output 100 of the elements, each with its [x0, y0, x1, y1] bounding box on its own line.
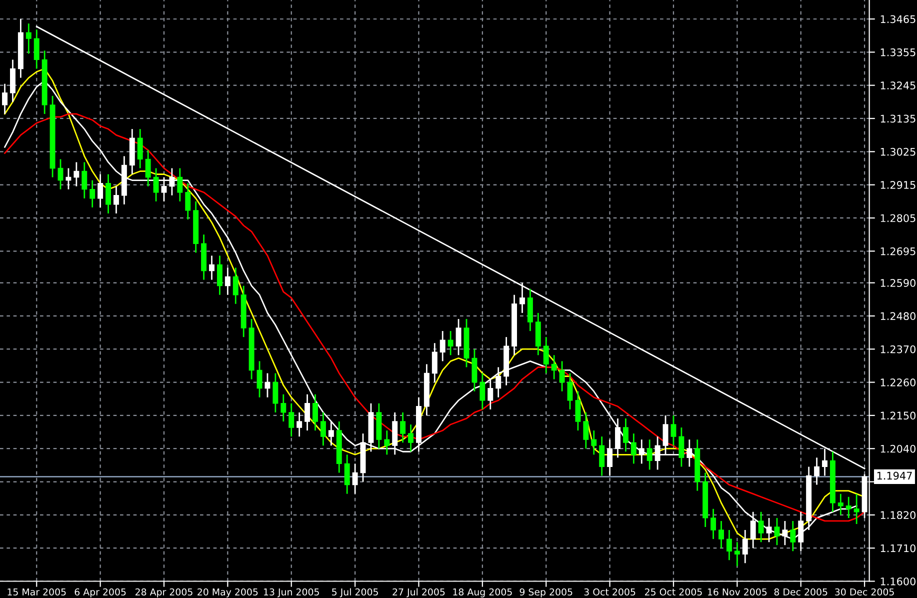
candlestick — [280, 394, 286, 422]
x-tick-label: 3 Oct 2005 — [584, 588, 636, 596]
candlestick — [98, 174, 104, 208]
y-tick-label: 1.3025 — [880, 148, 916, 156]
x-tick-label: 28 Apr 2005 — [135, 588, 192, 598]
candlestick — [583, 412, 589, 450]
x-tick-label: 20 May 2005 — [198, 588, 258, 598]
candlestick — [106, 174, 112, 214]
y-tick-label: 1.1820 — [880, 511, 916, 520]
candlestick — [232, 267, 238, 305]
candlestick — [384, 430, 390, 456]
candlestick — [296, 412, 302, 438]
candlestick — [26, 22, 32, 54]
candlestick — [718, 520, 724, 549]
candlestick — [74, 162, 80, 188]
y-tick-label: 1.2805 — [880, 214, 916, 222]
candlestick — [607, 438, 613, 476]
candlestick — [686, 438, 692, 468]
candlestick — [838, 493, 844, 516]
candlestick — [790, 520, 796, 552]
x-tick-label: 30 Dec 2005 — [835, 588, 894, 596]
candlestick — [662, 414, 668, 456]
candlestick — [408, 424, 414, 452]
candlestick — [599, 436, 605, 476]
y-tick-label: 1.1600 — [880, 577, 916, 586]
y-tick-label: 1.2260 — [880, 378, 916, 386]
candlestick — [432, 342, 438, 383]
candlestick — [256, 360, 262, 398]
y-tick-label: 1.2915 — [880, 181, 916, 189]
x-tick-label: 25 Oct 2005 — [644, 588, 702, 596]
x-tick-label: 8 Dec 2005 — [774, 588, 828, 596]
x-tick-label: 5 Jul 2005 — [332, 588, 378, 598]
x-tick-label: 6 Apr 2005 — [74, 588, 126, 598]
candlestick — [646, 438, 652, 470]
candlestick — [670, 414, 676, 446]
candlestick — [456, 318, 462, 356]
candlestick — [448, 330, 454, 356]
candlestick — [90, 180, 96, 208]
candlestick — [575, 390, 581, 432]
x-tick-label: 9 Sep 2005 — [520, 588, 572, 598]
candlestick — [814, 456, 820, 486]
candlestick — [559, 360, 565, 392]
candlestick — [567, 372, 573, 410]
candlestick — [312, 394, 318, 432]
candlestick — [352, 462, 358, 495]
candlestick — [742, 529, 748, 564]
y-tick-label: 1.1710 — [880, 544, 916, 552]
candlestick — [82, 162, 88, 200]
y-tick-label: 1.2695 — [880, 247, 916, 256]
candlestick — [496, 366, 502, 398]
candlestick — [264, 372, 270, 398]
candlestick — [854, 493, 860, 525]
candlestick — [58, 158, 64, 190]
y-tick-label: 1.2590 — [880, 279, 916, 287]
candlestick — [185, 182, 191, 220]
candlestick — [66, 168, 72, 190]
candlestick — [726, 529, 732, 561]
candlestick — [400, 412, 406, 444]
candlestick — [774, 517, 780, 546]
candlestick — [622, 418, 628, 452]
candlestick — [551, 354, 557, 380]
candlestick — [519, 282, 525, 314]
candlestick — [153, 168, 159, 202]
candlestick — [304, 394, 310, 432]
candlestick — [654, 436, 660, 470]
x-tick-label: 16 Nov 2005 — [708, 588, 767, 596]
y-tick-label: 1.2370 — [880, 345, 916, 354]
y-tick-label: 1.3355 — [880, 48, 916, 56]
candlestick — [113, 186, 119, 214]
candlestick — [2, 83, 8, 115]
candlestick — [137, 128, 143, 169]
candlestick — [710, 508, 716, 540]
candlestick — [216, 254, 222, 296]
x-tick-label: 18 Aug 2005 — [453, 588, 512, 598]
candlestick — [630, 432, 636, 464]
candlestick — [288, 402, 294, 438]
candlestick — [615, 418, 620, 458]
candlestick — [734, 541, 740, 567]
candlestick — [591, 430, 597, 456]
candlestick — [638, 438, 644, 464]
candlestick — [224, 267, 230, 296]
candlestick — [344, 454, 350, 495]
candlestick — [846, 496, 852, 519]
candlestick — [209, 254, 214, 280]
candlestick — [169, 168, 175, 196]
x-tick-label: 13 Jun 2005 — [264, 588, 319, 598]
candlestick — [480, 372, 486, 410]
candlestick — [34, 28, 40, 70]
candlestick — [543, 336, 549, 374]
y-tick-label: 1.2480 — [880, 312, 916, 320]
candlestick — [328, 420, 334, 446]
candlestick — [145, 149, 151, 188]
y-tick-label: 1.2150 — [880, 412, 916, 420]
candlestick — [272, 372, 278, 414]
candlestick — [161, 176, 167, 202]
y-tick-label: 1.3135 — [880, 114, 916, 123]
candlestick — [678, 426, 684, 468]
x-tick-label: 27 Jul 2005 — [392, 588, 445, 598]
ref-line-label: 1.1947 — [877, 472, 912, 480]
candlestick — [320, 412, 326, 446]
